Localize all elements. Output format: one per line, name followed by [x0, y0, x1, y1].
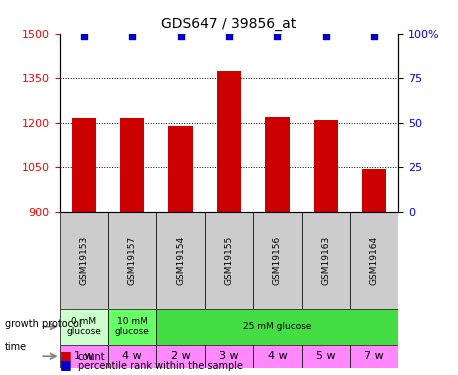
Point — [274, 33, 281, 39]
Text: GSM19164: GSM19164 — [370, 236, 379, 285]
Bar — [362, 169, 387, 211]
FancyBboxPatch shape — [156, 211, 205, 309]
FancyBboxPatch shape — [205, 345, 253, 368]
Text: 1 w: 1 w — [74, 351, 93, 361]
Title: GDS647 / 39856_at: GDS647 / 39856_at — [161, 17, 297, 32]
FancyBboxPatch shape — [60, 309, 108, 345]
Text: GSM19157: GSM19157 — [128, 236, 136, 285]
FancyBboxPatch shape — [302, 345, 350, 368]
Text: time: time — [5, 342, 27, 352]
FancyBboxPatch shape — [350, 211, 398, 309]
Text: 4 w: 4 w — [122, 351, 142, 361]
FancyBboxPatch shape — [60, 211, 108, 309]
Text: 4 w: 4 w — [267, 351, 287, 361]
FancyBboxPatch shape — [253, 211, 302, 309]
Text: 2 w: 2 w — [171, 351, 191, 361]
Text: GSM19153: GSM19153 — [79, 236, 88, 285]
Bar — [314, 120, 338, 211]
FancyBboxPatch shape — [253, 345, 302, 368]
Bar — [71, 118, 96, 212]
Bar — [217, 71, 241, 211]
FancyBboxPatch shape — [156, 309, 398, 345]
Text: 5 w: 5 w — [316, 351, 336, 361]
Point — [177, 33, 184, 39]
Text: 25 mM glucose: 25 mM glucose — [243, 322, 311, 331]
FancyBboxPatch shape — [108, 309, 156, 345]
Point — [322, 33, 329, 39]
Bar — [169, 126, 193, 212]
Text: GSM19155: GSM19155 — [224, 236, 234, 285]
FancyBboxPatch shape — [302, 211, 350, 309]
Text: GSM19163: GSM19163 — [322, 236, 330, 285]
Point — [371, 33, 378, 39]
Text: count: count — [78, 352, 105, 362]
Text: percentile rank within the sample: percentile rank within the sample — [78, 361, 243, 371]
Text: 10 mM
glucose: 10 mM glucose — [114, 317, 150, 336]
FancyBboxPatch shape — [350, 345, 398, 368]
Text: 7 w: 7 w — [365, 351, 384, 361]
FancyBboxPatch shape — [60, 345, 108, 368]
Text: GSM19154: GSM19154 — [176, 236, 185, 285]
Text: 3 w: 3 w — [219, 351, 239, 361]
Text: growth protocol: growth protocol — [5, 320, 81, 329]
Point — [225, 33, 233, 39]
Bar — [120, 118, 144, 212]
Bar — [265, 117, 289, 212]
FancyBboxPatch shape — [205, 211, 253, 309]
FancyBboxPatch shape — [108, 211, 156, 309]
Text: 0 mM
glucose: 0 mM glucose — [66, 317, 101, 336]
Point — [129, 33, 136, 39]
Text: ■: ■ — [60, 349, 71, 362]
Text: GSM19156: GSM19156 — [273, 236, 282, 285]
Point — [80, 33, 87, 39]
Text: ■: ■ — [60, 358, 71, 371]
FancyBboxPatch shape — [156, 345, 205, 368]
FancyBboxPatch shape — [108, 345, 156, 368]
